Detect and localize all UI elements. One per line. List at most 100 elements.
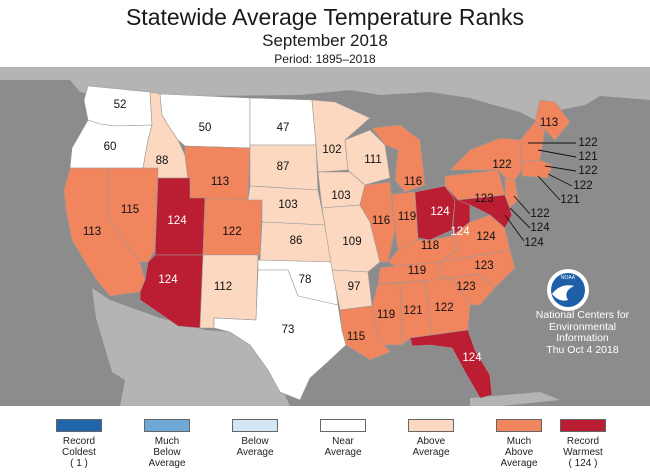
state-tx — [213, 269, 347, 401]
title-block: Statewide Average Temperature Ranks Sept… — [0, 4, 650, 67]
credit-line-3: Information — [556, 332, 609, 344]
noaa-logo-text: NOAA — [561, 275, 576, 281]
rank-mt: 50 — [199, 122, 212, 134]
rank-nv: 115 — [121, 204, 139, 216]
map-title: Statewide Average Temperature Ranks — [125, 4, 525, 30]
state-vt-nh — [519, 121, 546, 163]
state-mi — [371, 124, 426, 193]
rank-ia: 103 — [331, 190, 350, 202]
rank-mo: 109 — [342, 236, 361, 248]
leader-lines — [504, 142, 577, 242]
rank-nd: 47 — [277, 122, 290, 134]
rank-nc: 123 — [474, 260, 493, 272]
rank-nh: 121 — [578, 151, 597, 163]
rank-mn: 102 — [322, 144, 341, 156]
baja-landmass — [92, 288, 125, 380]
legend-item-below: Below Average — [210, 419, 300, 458]
rank-ga: 122 — [434, 302, 453, 314]
rank-ma: 122 — [578, 165, 597, 177]
legend-label: Above Average — [412, 436, 450, 458]
rank-ok: 78 — [299, 274, 312, 286]
rank-va: 124 — [476, 231, 496, 243]
rank-mi: 116 — [404, 176, 422, 188]
rank-wy: 113 — [211, 176, 229, 188]
leader-line-ma — [544, 165, 577, 172]
legend-swatch — [56, 419, 102, 432]
rank-me: 113 — [540, 117, 558, 129]
legend-item-above: Above Average — [386, 419, 476, 458]
rank-ms: 119 — [377, 309, 395, 321]
rank-ut: 124 — [167, 215, 187, 227]
legend-swatch — [232, 419, 278, 432]
state-fl — [409, 329, 493, 399]
state-nc — [439, 249, 516, 289]
legend-swatch — [320, 419, 366, 432]
rank-tn: 119 — [408, 265, 426, 277]
rank-nm: 112 — [214, 281, 232, 293]
state-me — [534, 99, 571, 141]
rank-la: 115 — [347, 331, 365, 343]
rank-sd: 87 — [277, 161, 290, 173]
rank-ca: 113 — [83, 226, 101, 238]
map-subtitle: September 2018 — [262, 31, 388, 50]
rank-ne: 103 — [278, 199, 297, 211]
caribbean-landmass — [470, 392, 560, 406]
rank-az: 124 — [158, 274, 178, 286]
noaa-logo-bird-icon — [552, 285, 574, 301]
us-map: 52 60 113 115 88 50 113 124 124 122 112 … — [0, 67, 650, 406]
leader-line-nj — [513, 195, 531, 215]
rank-sc: 123 — [456, 281, 475, 293]
legend-item-record-coldest: Record Coldest ( 1 ) — [34, 419, 124, 469]
legend-swatch — [560, 419, 606, 432]
rank-pa: 123 — [474, 193, 493, 205]
rank-il: 116 — [372, 215, 390, 227]
rank-al: 121 — [403, 305, 422, 317]
rank-ky: 118 — [421, 240, 439, 252]
legend-item-much-above: Much Above Average — [474, 419, 564, 469]
state-wy — [184, 145, 251, 201]
map-period: Period: 1895–2018 — [274, 52, 376, 66]
leader-line-ri — [547, 173, 573, 187]
rank-ny: 122 — [492, 159, 511, 171]
rank-oh: 124 — [430, 206, 450, 218]
legend-item-much-below: Much Below Average — [122, 419, 212, 469]
rank-in: 119 — [398, 211, 416, 223]
state-va — [439, 214, 511, 263]
legend-label: Below Average — [236, 436, 274, 458]
rank-nj: 122 — [530, 208, 549, 220]
legend-item-record-warmest: Record Warmest ( 124 ) — [538, 419, 628, 469]
rank-de: 124 — [530, 222, 550, 234]
rank-co: 122 — [222, 226, 241, 238]
rank-id: 88 — [156, 155, 169, 167]
legend-label: Record Warmest ( 124 ) — [563, 436, 603, 469]
leader-line-md — [504, 214, 525, 242]
rank-or: 60 — [104, 141, 117, 153]
credit-date: Thu Oct 4 2018 — [546, 343, 619, 356]
legend-label: Record Coldest ( 1 ) — [62, 436, 96, 469]
legend-swatch — [496, 419, 542, 432]
rank-ct: 121 — [560, 194, 579, 206]
credit-line-2: Environmental — [548, 320, 617, 333]
state-ga — [424, 277, 471, 336]
rank-vt: 122 — [578, 137, 597, 149]
rank-ri: 122 — [573, 180, 592, 192]
state-ma-ct-ri — [521, 159, 553, 179]
rank-wv: 124 — [450, 226, 470, 238]
credit-line-1: National Centers for — [535, 309, 630, 321]
legend-label: Near Average — [324, 436, 362, 458]
rank-ar: 97 — [348, 281, 361, 293]
rank-ks: 86 — [290, 235, 303, 247]
rank-wi: 111 — [364, 154, 381, 166]
legend-item-near: Near Average — [298, 419, 388, 458]
leader-line-nh — [537, 149, 577, 158]
rank-md: 124 — [524, 237, 544, 249]
leader-line-de — [509, 207, 531, 229]
state-wi — [344, 129, 391, 186]
rank-fl: 124 — [462, 352, 482, 364]
noaa-logo-wave-icon — [564, 296, 584, 305]
legend-label: Much Below Average — [148, 436, 186, 469]
canada-landmass — [0, 67, 650, 120]
rank-tx: 73 — [282, 324, 295, 336]
legend-swatch — [144, 419, 190, 432]
rank-wa: 52 — [114, 99, 127, 111]
